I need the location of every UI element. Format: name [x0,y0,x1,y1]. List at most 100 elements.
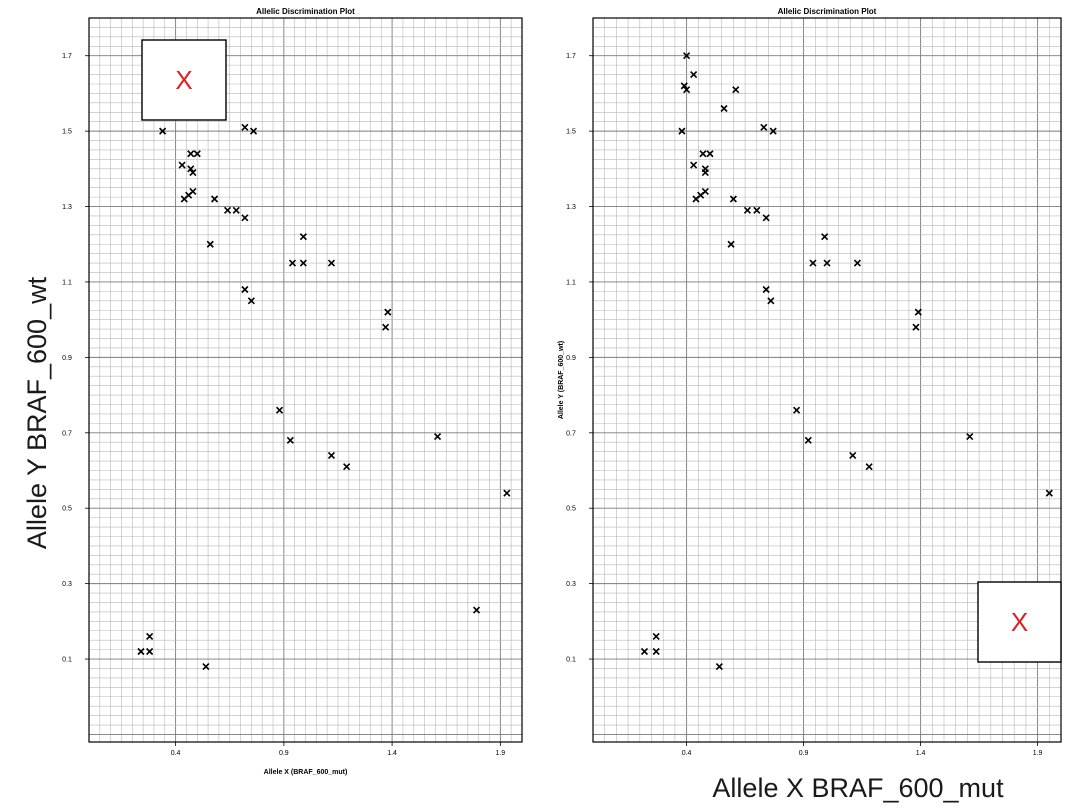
data-point-stroke [1045,489,1053,497]
data-point [804,436,812,444]
data-point [343,463,351,471]
data-point-stroke [247,297,255,305]
data-point [202,663,210,671]
data-point [821,233,829,241]
data-point [137,647,145,656]
data-point-stroke [727,240,735,248]
data-point [223,206,232,214]
data-point-stroke [327,259,336,267]
data-point [699,150,707,158]
chart-1: Allelic Discrimination Plot 0.4 0.9 1.4 1.9 0… [62,7,523,776]
data-point [247,297,255,305]
data-point-stroke [690,70,698,79]
data-point-stroke [503,489,511,497]
annotation-box [141,39,227,121]
data-point [729,195,737,203]
y-tick-label: 0.1 [62,657,72,664]
data-point [159,127,167,135]
data-point [727,240,735,248]
data-point-stroke [146,632,154,640]
data-point [472,606,481,614]
data-point [743,206,752,214]
data-point [503,489,511,497]
data-point [211,195,219,203]
data-point-stroke [433,432,442,441]
chart-title: Allelic Discrimination Plot [256,7,355,16]
data-point [762,214,770,222]
data-point [966,432,974,441]
x-tick-label: 0.4 [682,750,692,757]
data-point-stroke [275,406,284,414]
data-point [678,127,686,135]
data-point-stroke [232,206,240,214]
data-point-stroke [159,127,167,135]
data-point [732,86,740,94]
data-point [189,187,197,196]
data-point-stroke [701,169,709,177]
x-tick-label: 0.4 [171,750,181,757]
data-point [178,161,186,169]
y-tick-label: 1.5 [62,129,72,136]
data-point [715,663,723,671]
data-point [146,632,154,640]
data-point [865,463,873,471]
data-point [914,308,922,316]
y-tick-label: 1.7 [566,53,576,60]
data-point [288,259,297,267]
data-points [640,52,1053,671]
data-point-stroke [382,323,390,331]
data-point-stroke [223,206,232,214]
y-tick-label: 1.3 [566,204,576,211]
right-x-axis-overlay-label: Allele X BRAF_600_mut [712,773,1004,803]
data-point [189,169,197,177]
data-point [652,632,660,640]
data-point-stroke [146,647,154,656]
data-point-stroke [652,647,660,656]
data-point-stroke [821,233,829,241]
annotation-marker: X [175,65,192,95]
data-point-stroke [793,406,801,414]
data-point [793,406,801,414]
data-point-stroke [384,308,392,316]
data-point-stroke [804,436,812,444]
data-point-stroke [680,82,688,90]
data-point [753,206,761,214]
data-point-stroke [189,187,197,196]
y-tick-label: 0.5 [566,506,576,513]
y-tick-label: 1.3 [62,204,72,211]
data-point-stroke [241,214,249,222]
data-point-stroke [701,187,709,196]
data-point-stroke [206,240,214,248]
y-tick-label: 0.3 [566,581,576,588]
data-point [701,187,709,196]
y-tick-label: 0.3 [62,581,72,588]
data-point-stroke [137,647,145,656]
data-point-stroke [853,259,861,267]
data-point [384,308,392,316]
y-axis-label: Allele Y (BRAF_600_wt) [558,341,565,419]
chart-title: Allelic Discrimination Plot [778,7,877,16]
data-point-stroke [720,104,728,113]
data-point [680,82,688,90]
data-point-stroke [769,127,777,135]
data-point [187,150,195,158]
data-point [249,127,258,135]
plots-layer: Allelic Discrimination Plot 0.4 0.9 1.4 1.9 0… [62,7,1062,776]
data-point-stroke [249,127,258,135]
x-axis-label: Allele X (BRAF_600_mut) [264,769,348,776]
data-point-stroke [743,206,752,214]
data-point-stroke [241,123,249,131]
data-point-stroke [327,451,336,459]
data-point [327,451,336,459]
data-point [769,127,777,135]
data-point [299,259,307,267]
data-point [241,285,249,294]
data-point [683,86,691,94]
data-point-stroke [683,86,691,94]
data-point-stroke [732,86,740,94]
grid-lines [593,18,1061,742]
data-point-stroke [823,259,831,267]
x-tick-label: 1.4 [387,750,397,757]
data-point [382,323,390,331]
data-point [232,206,240,214]
